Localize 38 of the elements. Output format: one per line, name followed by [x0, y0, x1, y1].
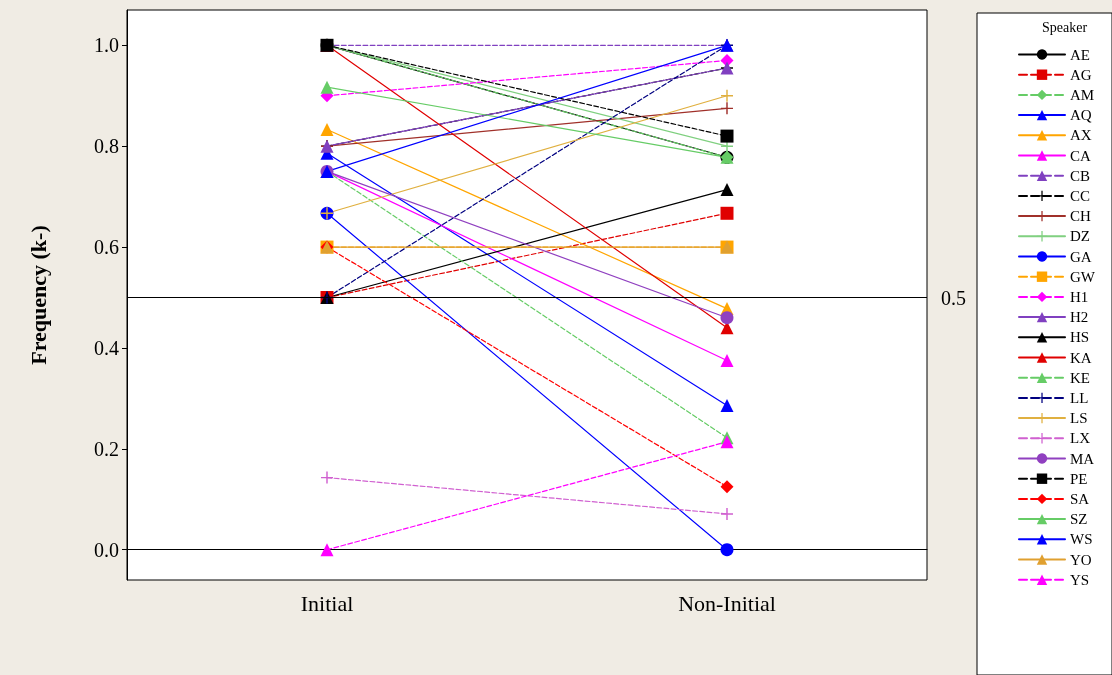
- y-axis-title: Frequency (k-): [25, 225, 51, 365]
- y-tick-label: 1.0: [94, 34, 119, 57]
- legend-label: CB: [1070, 167, 1091, 184]
- legend-title: Speaker: [1042, 19, 1088, 35]
- legend-label: GA: [1070, 248, 1092, 265]
- legend-label: LS: [1070, 410, 1088, 427]
- y-tick-label: 0.0: [94, 538, 119, 561]
- legend-label: CC: [1070, 187, 1091, 204]
- y-tick-label: 0.4: [94, 336, 119, 359]
- y-tick-label: 0.6: [94, 236, 119, 259]
- legend-label: KA: [1070, 349, 1092, 366]
- x-tick-label: Initial: [300, 590, 354, 616]
- legend-label: AM: [1070, 86, 1095, 103]
- legend-label: LX: [1070, 430, 1091, 447]
- y-tick-label: 0.2: [94, 437, 119, 460]
- legend-label: CH: [1070, 208, 1092, 225]
- legend-label: MA: [1070, 450, 1095, 467]
- y-tick-label: 0.8: [94, 135, 119, 158]
- legend-label: YS: [1070, 571, 1090, 588]
- legend-label: DZ: [1070, 228, 1091, 245]
- legend-label: HS: [1070, 329, 1090, 346]
- legend-label: YO: [1070, 551, 1092, 568]
- legend-label: SZ: [1070, 511, 1088, 528]
- x-tick-label: Non-Initial: [678, 590, 776, 616]
- legend-label: CA: [1070, 147, 1092, 164]
- legend-label: AQ: [1070, 107, 1092, 124]
- legend-label: WS: [1070, 531, 1093, 548]
- legend-label: GW: [1070, 268, 1096, 285]
- legend-label: AX: [1070, 127, 1092, 144]
- legend-label: LL: [1070, 389, 1089, 406]
- ref-line-label: 0.5: [941, 286, 966, 309]
- legend-label: KE: [1070, 369, 1091, 386]
- legend-label: SA: [1070, 490, 1090, 507]
- legend-label: AE: [1070, 46, 1091, 63]
- legend-label: H1: [1070, 288, 1089, 305]
- legend-label: H2: [1070, 309, 1089, 326]
- legend-label: PE: [1070, 470, 1088, 487]
- legend-label: AG: [1070, 66, 1092, 83]
